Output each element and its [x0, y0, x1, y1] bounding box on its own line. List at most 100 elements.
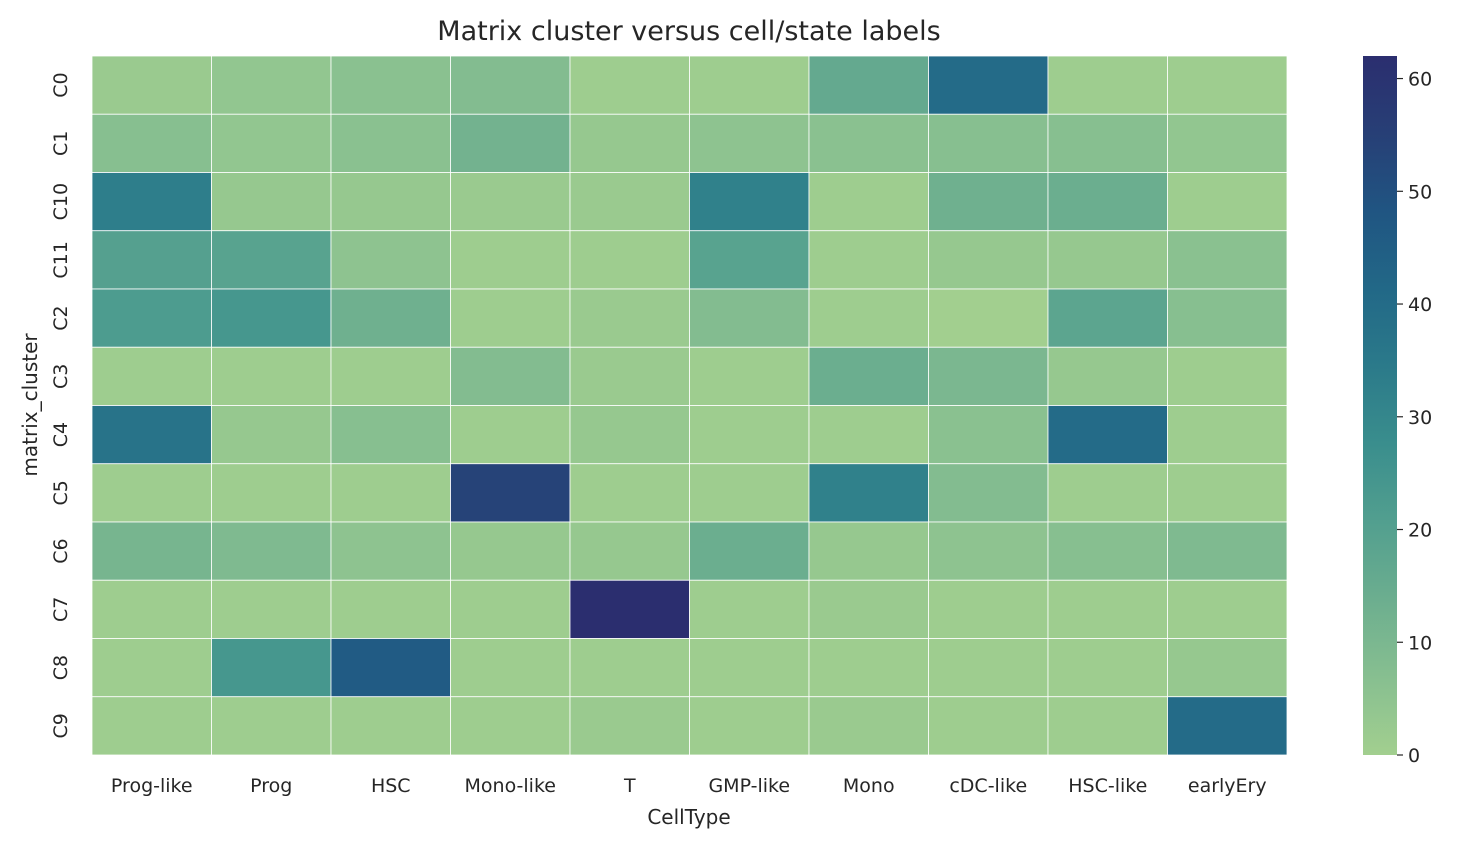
heatmap-cell-c5-9 [1167, 463, 1288, 523]
heatmap-cell-c11-6 [808, 230, 929, 290]
y-axis-label: matrix_cluster [18, 333, 42, 477]
heatmap-cell-c8-6 [808, 638, 929, 698]
colorbar-tick-label: 60 [1408, 69, 1432, 91]
heatmap-cell-c4-9 [1167, 405, 1288, 465]
heatmap-cell-c5-2 [330, 463, 451, 523]
heatmap-cell-c7-7 [928, 579, 1049, 639]
heatmap-cell-c0-3 [450, 55, 571, 115]
heatmap-cell-c8-4 [569, 638, 690, 698]
heatmap-cell-c10-7 [928, 172, 1049, 232]
heatmap-cell-c0-0 [91, 55, 212, 115]
heatmap-cell-c1-2 [330, 113, 451, 173]
heatmap-cell-c7-4 [569, 579, 690, 639]
heatmap-cell-c5-6 [808, 463, 929, 523]
heatmap-cell-c7-1 [211, 579, 332, 639]
heatmap-cell-c10-1 [211, 172, 332, 232]
heatmap-cell-c9-5 [689, 696, 810, 756]
colorbar-tick-label: 30 [1408, 407, 1432, 429]
heatmap-cell-c1-6 [808, 113, 929, 173]
heatmap-cell-c9-6 [808, 696, 929, 756]
heatmap-cell-c5-5 [689, 463, 810, 523]
heatmap-cell-c2-8 [1047, 288, 1168, 348]
x-tick-label: HSC-like [1068, 775, 1147, 797]
heatmap-cell-c3-5 [689, 346, 810, 406]
y-tick-label: C10 [50, 183, 72, 220]
heatmap-cell-c9-0 [91, 696, 212, 756]
heatmap-cell-c3-3 [450, 346, 571, 406]
heatmap-cell-c0-8 [1047, 55, 1168, 115]
heatmap-cell-c9-4 [569, 696, 690, 756]
heatmap-cell-c9-1 [211, 696, 332, 756]
heatmap-cell-c4-7 [928, 405, 1049, 465]
x-tick-label: cDC-like [949, 775, 1027, 797]
y-tick-label: C9 [50, 713, 72, 738]
heatmap-cell-c7-3 [450, 579, 571, 639]
heatmap-cell-c5-1 [211, 463, 332, 523]
heatmap-cell-c0-1 [211, 55, 332, 115]
x-tick-label: Prog [250, 775, 292, 797]
heatmap-cell-c4-8 [1047, 405, 1168, 465]
y-tick-label: C8 [50, 655, 72, 680]
chart-title: Matrix cluster versus cell/state labels [437, 16, 940, 47]
y-tick-label: C0 [50, 72, 72, 97]
x-tick-label: Mono-like [465, 775, 556, 797]
heatmap-cell-c2-6 [808, 288, 929, 348]
heatmap-cell-c7-9 [1167, 579, 1288, 639]
heatmap-cell-c6-5 [689, 521, 810, 581]
heatmap-cell-c8-9 [1167, 638, 1288, 698]
x-axis-label: CellType [647, 805, 730, 829]
heatmap-cell-c1-0 [91, 113, 212, 173]
heatmap-cell-c3-2 [330, 346, 451, 406]
heatmap-cell-c11-9 [1167, 230, 1288, 290]
heatmap-cell-c0-4 [569, 55, 690, 115]
heatmap-cell-c8-7 [928, 638, 1049, 698]
heatmap-cell-c11-8 [1047, 230, 1168, 290]
heatmap-cell-c6-4 [569, 521, 690, 581]
heatmap-cell-c6-9 [1167, 521, 1288, 581]
heatmap-cell-c7-0 [91, 579, 212, 639]
heatmap-cell-c9-7 [928, 696, 1049, 756]
heatmap-cell-c0-2 [330, 55, 451, 115]
heatmap-cell-c2-1 [211, 288, 332, 348]
heatmap-cell-c3-6 [808, 346, 929, 406]
heatmap-cell-c11-1 [211, 230, 332, 290]
heatmap-cell-c1-3 [450, 113, 571, 173]
heatmap-cell-c8-5 [689, 638, 810, 698]
heatmap-cell-c0-5 [689, 55, 810, 115]
heatmap-cell-c10-5 [689, 172, 810, 232]
heatmap-cell-c2-9 [1167, 288, 1288, 348]
y-tick-label: C11 [50, 241, 72, 278]
heatmap-cell-c2-4 [569, 288, 690, 348]
heatmap-cell-c10-2 [330, 172, 451, 232]
heatmap-cell-c4-0 [91, 405, 212, 465]
colorbar-tick-label: 50 [1408, 181, 1432, 203]
heatmap-cell-c7-8 [1047, 579, 1168, 639]
y-tick-label: C5 [50, 480, 72, 505]
heatmap-cell-c8-1 [211, 638, 332, 698]
colorbar-ticks: 0 10 20 30 40 50 60 [1397, 69, 1432, 767]
heatmap-cell-c1-1 [211, 113, 332, 173]
heatmap-cell-c10-9 [1167, 172, 1288, 232]
heatmap-cell-c6-0 [91, 521, 212, 581]
heatmap-cell-c0-7 [928, 55, 1049, 115]
heatmap-cell-c11-4 [569, 230, 690, 290]
heatmap-cell-c0-6 [808, 55, 929, 115]
y-tick-label: C6 [50, 538, 72, 563]
heatmap-cell-c11-5 [689, 230, 810, 290]
heatmap-cell-c2-5 [689, 288, 810, 348]
heatmap-cell-c9-8 [1047, 696, 1168, 756]
heatmap-cell-c4-3 [450, 405, 571, 465]
heatmap-cell-c5-4 [569, 463, 690, 523]
colorbar [1363, 56, 1397, 755]
y-tick-label: C2 [50, 305, 72, 330]
heatmap-cell-c10-0 [91, 172, 212, 232]
heatmap-cell-c3-1 [211, 346, 332, 406]
heatmap-cell-c11-7 [928, 230, 1049, 290]
colorbar-tick-label: 40 [1408, 294, 1432, 316]
heatmap-cell-c4-2 [330, 405, 451, 465]
heatmap-cell-c9-9 [1167, 696, 1288, 756]
x-tick-label: T [623, 775, 636, 797]
heatmap-cell-c4-5 [689, 405, 810, 465]
